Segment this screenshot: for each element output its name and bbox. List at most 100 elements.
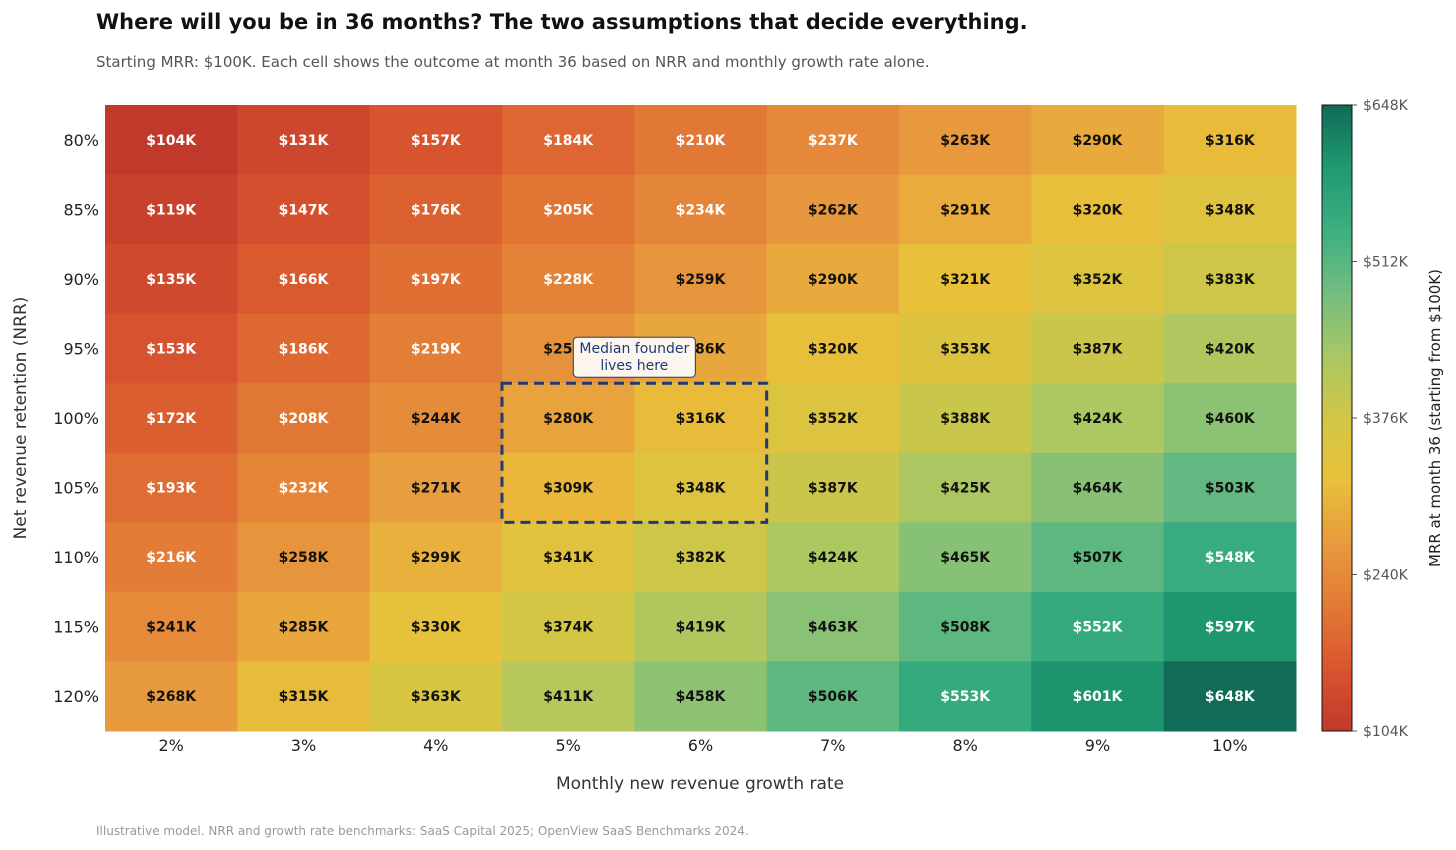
heatmap-cell <box>502 174 635 245</box>
x-tick-label: 5% <box>555 736 580 755</box>
heatmap-cell <box>237 105 371 176</box>
cell-label: $299K <box>411 550 462 566</box>
cell-label: $425K <box>940 481 991 497</box>
colorbar-tick-label: $240K <box>1363 568 1409 584</box>
heatmap-cell <box>766 452 900 523</box>
heatmap-cell <box>1163 313 1297 384</box>
cell-label: $234K <box>676 202 727 218</box>
cell-label: $153K <box>146 341 197 357</box>
heatmap-cell <box>237 522 371 593</box>
x-tick-label: 8% <box>952 736 977 755</box>
heatmap-cell <box>634 591 768 662</box>
heatmap-cell <box>105 661 238 732</box>
colorbar-label: MRR at month 36 (starting from $100K) <box>1426 269 1444 567</box>
cell-label: $352K <box>1073 272 1124 288</box>
cell-label: $316K <box>1205 133 1256 149</box>
heatmap-cell <box>369 313 503 384</box>
heatmap-cell <box>1163 591 1297 662</box>
y-tick-label: 100% <box>53 409 99 428</box>
colorbar-tick-label: $104K <box>1363 724 1409 740</box>
y-tick-label: 110% <box>53 548 99 567</box>
heatmap-cell <box>1031 383 1165 454</box>
heatmap-cell <box>502 383 635 454</box>
cell-label: $147K <box>279 202 330 218</box>
heatmap-cell <box>369 661 503 732</box>
heatmap-cell <box>1031 591 1165 662</box>
cell-label: $157K <box>411 133 462 149</box>
heatmap-cell <box>369 105 503 176</box>
heatmap-cell <box>899 661 1032 732</box>
cell-label: $503K <box>1205 481 1256 497</box>
heatmap-cell <box>1031 452 1165 523</box>
cell-label: $388K <box>940 411 991 427</box>
cell-label: $348K <box>1205 202 1256 218</box>
x-tick-label: 6% <box>688 736 713 755</box>
heatmap-cell <box>369 383 503 454</box>
heatmap-cell <box>634 105 768 176</box>
y-tick-label: 115% <box>53 618 99 637</box>
cell-label: $464K <box>1073 481 1124 497</box>
cell-label: $363K <box>411 689 462 705</box>
cell-label: $205K <box>543 202 594 218</box>
heatmap-cell <box>899 313 1032 384</box>
heatmap-cell <box>1163 452 1297 523</box>
x-tick-label: 9% <box>1085 736 1110 755</box>
footnote: Illustrative model. NRR and growth rate … <box>96 824 749 838</box>
heatmap-cell <box>766 174 900 245</box>
heatmap-cell <box>1163 105 1297 176</box>
x-tick-label: 3% <box>291 736 316 755</box>
x-tick-label: 10% <box>1212 736 1248 755</box>
heatmap-cell <box>1163 661 1297 732</box>
cell-label: $383K <box>1205 272 1256 288</box>
chart-subtitle: Starting MRR: $100K. Each cell shows the… <box>96 53 930 71</box>
cell-label: $548K <box>1205 550 1256 566</box>
heatmap-cell <box>1163 522 1297 593</box>
chart-title: Where will you be in 36 months? The two … <box>96 10 1028 34</box>
heatmap-cell <box>899 591 1032 662</box>
heatmap-cell <box>369 452 503 523</box>
cell-label: $321K <box>940 272 991 288</box>
cell-label: $463K <box>808 620 859 636</box>
cell-label: $465K <box>940 550 991 566</box>
heatmap-cell <box>634 174 768 245</box>
cell-label: $387K <box>1073 341 1124 357</box>
heatmap-cell <box>237 661 371 732</box>
heatmap-cell <box>105 522 238 593</box>
heatmap-cell <box>369 174 503 245</box>
heatmap-cell <box>766 313 900 384</box>
cell-label: $411K <box>543 689 594 705</box>
y-tick-label: 120% <box>53 687 99 706</box>
heatmap-cell <box>237 452 371 523</box>
cell-label: $648K <box>1205 689 1256 705</box>
y-tick-label: 95% <box>63 339 99 358</box>
cell-label: $424K <box>1073 411 1124 427</box>
cell-label: $131K <box>279 133 330 149</box>
heatmap-cell <box>1031 661 1165 732</box>
x-tick-label: 7% <box>820 736 845 755</box>
cell-label: $374K <box>543 620 594 636</box>
cell-label: $135K <box>146 272 197 288</box>
cell-label: $216K <box>146 550 197 566</box>
heatmap-cell <box>634 383 768 454</box>
heatmap-cell <box>502 522 635 593</box>
y-axis-label: Net revenue retention (NRR) <box>11 297 31 540</box>
heatmap-cell <box>899 522 1032 593</box>
cell-label: $262K <box>808 202 859 218</box>
x-tick-label: 4% <box>423 736 448 755</box>
cell-label: $507K <box>1073 550 1124 566</box>
heatmap-cell <box>634 244 768 315</box>
heatmap-cell <box>237 591 371 662</box>
heatmap-cell <box>237 383 371 454</box>
cell-label: $258K <box>279 550 330 566</box>
heatmap-cell <box>502 591 635 662</box>
cell-label: $419K <box>676 620 727 636</box>
heatmap-cell <box>502 244 635 315</box>
cell-label: $290K <box>1073 133 1124 149</box>
heatmap-cell <box>369 522 503 593</box>
heatmap-cell <box>105 383 238 454</box>
cell-label: $228K <box>543 272 594 288</box>
x-axis-label: Monthly new revenue growth rate <box>556 774 844 794</box>
heatmap-cell <box>766 522 900 593</box>
y-tick-label: 85% <box>63 200 99 219</box>
